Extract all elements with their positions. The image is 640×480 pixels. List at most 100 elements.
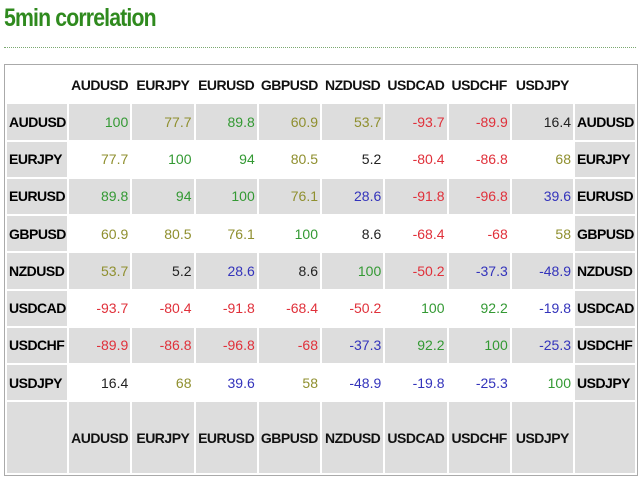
- row-label-right: USDCAD: [575, 290, 635, 326]
- column-header: USDCAD: [387, 76, 445, 93]
- correlation-value: 76.1: [258, 178, 320, 215]
- correlation-value: 68: [555, 151, 571, 168]
- correlation-value: 92.2: [480, 300, 508, 317]
- correlation-value: 89.8: [69, 178, 131, 215]
- row-label-right: USDCHF: [575, 327, 635, 364]
- correlation-value: -50.2: [385, 253, 447, 289]
- correlation-value: 5.2: [132, 253, 194, 289]
- correlation-value: 94: [132, 178, 194, 215]
- data-row: EURUSD 89.8 94 100 76.1 28.6 -91.8 -96.8 39.6 EUR…: [7, 178, 635, 215]
- correlation-value: 94: [239, 151, 255, 168]
- correlation-value: 68: [175, 374, 192, 391]
- correlation-value: -86.8: [475, 151, 508, 168]
- footer-header: USDJPY: [511, 402, 573, 473]
- corner-cell: [7, 67, 67, 102]
- correlation-value: 28.6: [195, 253, 257, 289]
- correlation-value: -96.8: [195, 327, 257, 364]
- correlation-value: -37.3: [322, 327, 384, 364]
- correlation-value: 53.7: [322, 104, 384, 140]
- row-label-right: AUDUSD: [575, 104, 635, 140]
- row-label: USDCHF: [7, 327, 67, 364]
- correlation-value: 100: [448, 327, 510, 364]
- column-header: NZDUSD: [324, 76, 381, 93]
- footer-row: AUDUSD EURJPY EURUSD GBPUSD NZDUSD USDCAD USDC…: [7, 402, 635, 473]
- correlation-value: 16.4: [511, 104, 573, 140]
- data-row: USDJPY 16.4 68 39.6 58 -48.9 -19.8 -25.3 100 USDJ…: [7, 365, 635, 401]
- correlation-value: -68.4: [286, 300, 318, 317]
- row-label: NZDUSD: [7, 253, 67, 289]
- correlation-value: -48.9: [511, 253, 573, 289]
- correlation-value: 77.7: [132, 104, 194, 140]
- correlation-value: -37.3: [448, 253, 510, 289]
- footer-header: NZDUSD: [322, 402, 384, 473]
- corner-cell: [575, 402, 635, 473]
- column-header: USDCHF: [451, 76, 507, 93]
- correlation-value: -68.4: [412, 225, 445, 242]
- correlation-value: 80.5: [290, 151, 318, 168]
- corner-cell: [7, 402, 67, 473]
- data-row: EURJPY 77.7 100 94 80.5 5.2 -80.4 -86.8 68 EURJPY: [7, 141, 635, 177]
- correlation-value: -80.4: [412, 151, 445, 168]
- correlation-value: 8.6: [258, 253, 320, 289]
- footer-header: USDCHF: [448, 402, 510, 473]
- corner-cell: [575, 67, 635, 102]
- correlation-value: 76.1: [227, 225, 255, 242]
- data-row: USDCAD -93.7 -80.4 -91.8 -68.4 -50.2 100 92.2 -1…: [7, 290, 635, 326]
- footer-header: GBPUSD: [258, 402, 320, 473]
- correlation-value: 80.5: [164, 225, 192, 242]
- correlation-value: 100: [421, 300, 445, 317]
- correlation-value: 100: [168, 151, 192, 168]
- correlation-value: -19.8: [539, 300, 571, 317]
- data-row: GBPUSD 60.9 80.5 76.1 100 8.6 -68.4 -68 58 GBPUSD: [7, 216, 635, 252]
- header-row: AUDUSD EURJPY EURUSD GBPUSD NZDUSD USDCAD USDC…: [7, 67, 635, 102]
- correlation-value: 28.6: [322, 178, 384, 215]
- correlation-value: -93.7: [385, 104, 447, 140]
- column-header: EURUSD: [198, 76, 255, 93]
- correlation-value: -19.8: [412, 374, 445, 391]
- correlation-value: 100: [69, 104, 131, 140]
- divider: [4, 47, 636, 48]
- row-label-right: EURJPY: [575, 141, 635, 177]
- row-label-right: EURUSD: [575, 178, 635, 215]
- correlation-value: 100: [547, 374, 571, 391]
- correlation-value: 53.7: [69, 253, 131, 289]
- correlation-value: -68: [487, 225, 508, 242]
- correlation-value: 60.9: [101, 225, 129, 242]
- data-row: NZDUSD 53.7 5.2 28.6 8.6 100 -50.2 -37.3 -48.9 NZ…: [7, 253, 635, 289]
- correlation-value: -25.3: [511, 327, 573, 364]
- correlation-value: 58: [555, 225, 571, 242]
- correlation-value: -89.9: [69, 327, 131, 364]
- correlation-value: -89.9: [448, 104, 510, 140]
- row-label-right: USDJPY: [575, 365, 635, 401]
- column-header: GBPUSD: [260, 76, 318, 93]
- correlation-value: 16.4: [101, 374, 129, 391]
- row-label: GBPUSD: [7, 216, 67, 252]
- correlation-value: -86.8: [132, 327, 194, 364]
- correlation-value: -93.7: [96, 300, 129, 317]
- correlation-value: -68: [258, 327, 320, 364]
- correlation-value: 39.6: [511, 178, 573, 215]
- row-label: USDJPY: [7, 365, 67, 401]
- footer-header: EURJPY: [132, 402, 194, 473]
- correlation-value: 8.6: [361, 225, 382, 242]
- data-row: USDCHF -89.9 -86.8 -96.8 -68 -37.3 92.2 100 -25.…: [7, 327, 635, 364]
- correlation-value: 58: [302, 374, 318, 391]
- correlation-value: -25.3: [475, 374, 508, 391]
- correlation-value: 60.9: [258, 104, 320, 140]
- correlation-value: -50.2: [349, 300, 382, 317]
- column-header: AUDUSD: [71, 76, 129, 93]
- title: 5min correlation: [4, 4, 157, 32]
- column-header: USDJPY: [515, 76, 570, 93]
- row-label-right: NZDUSD: [575, 253, 635, 289]
- correlation-value: -96.8: [448, 178, 510, 215]
- correlation-value: 77.7: [101, 151, 129, 168]
- correlation-value: -48.9: [349, 374, 382, 391]
- footer-header: EURUSD: [195, 402, 257, 473]
- correlation-value: 92.2: [385, 327, 447, 364]
- correlation-value: -91.8: [222, 300, 255, 317]
- correlation-value: 89.8: [195, 104, 257, 140]
- correlation-table: AUDUSD EURJPY EURUSD GBPUSD NZDUSD USDCAD USDC…: [4, 64, 638, 476]
- footer-header: AUDUSD: [69, 402, 131, 473]
- correlation-value: 100: [195, 178, 257, 215]
